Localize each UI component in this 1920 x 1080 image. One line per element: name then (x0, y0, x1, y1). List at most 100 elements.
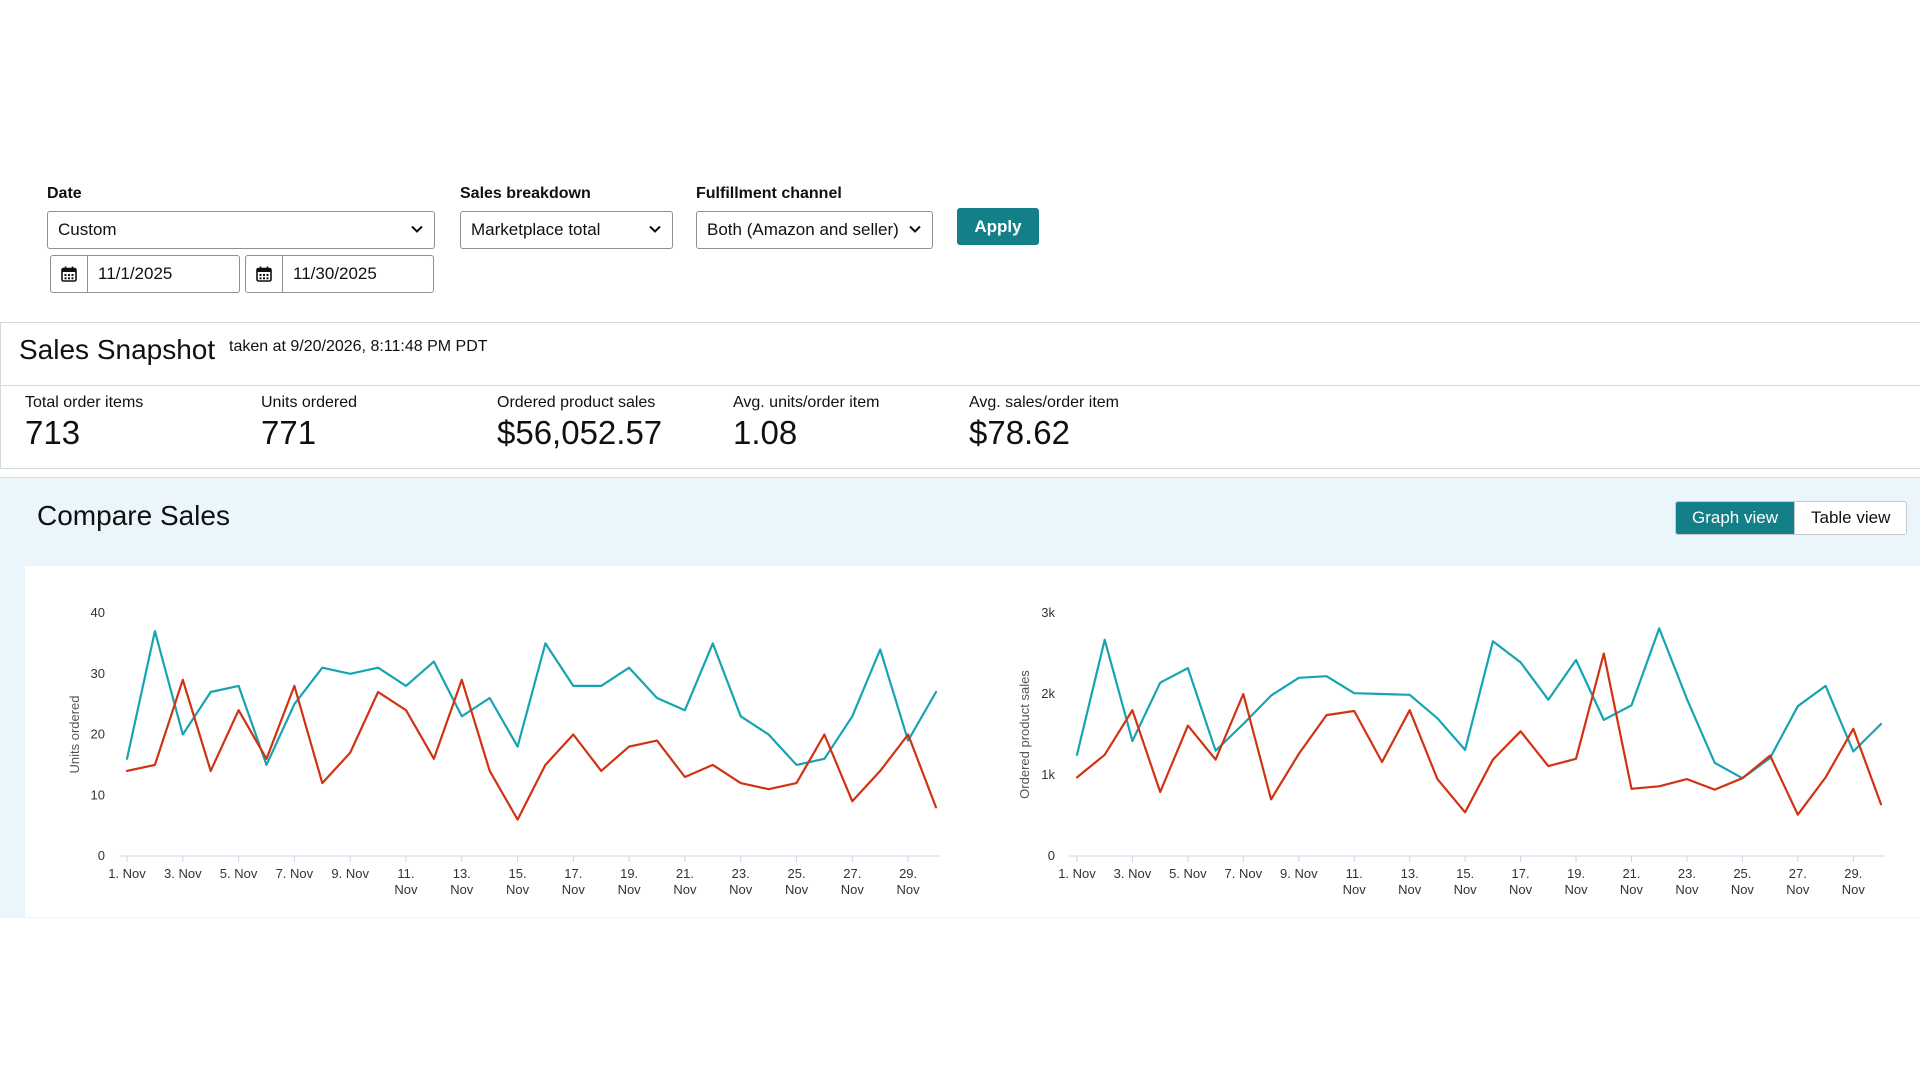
x-tick-label-line: Nov (1564, 882, 1588, 897)
y-axis-label: Units ordered (67, 695, 82, 773)
x-tick-label: 21. Nov (1620, 866, 1644, 897)
end-date-value: 11/30/2025 (293, 264, 377, 283)
x-tick-label-line: 23. (732, 866, 750, 881)
y-tick-label: 3k (1041, 605, 1055, 620)
x-tick-label-line: Nov (729, 882, 753, 897)
x-tick-label: 23. Nov (1675, 866, 1699, 897)
x-tick-label-line: Nov (785, 882, 809, 897)
x-tick-label-line: 1. Nov (108, 866, 146, 881)
x-tick-label-line: 15. (1456, 866, 1474, 881)
x-tick-label-line: 21. (676, 866, 694, 881)
x-tick-label: 13. Nov (1398, 866, 1422, 897)
metric-value-avg-sales-per-order-item: $78.62 (969, 414, 1070, 451)
x-tick-label-line: 7. Nov (276, 866, 314, 881)
x-tick-label-line: 29. (899, 866, 917, 881)
x-tick-label: 27. Nov (841, 866, 865, 897)
x-tick-label: 13. Nov (450, 866, 474, 897)
x-tick-label-line: Nov (1620, 882, 1644, 897)
x-tick-label-line: 11. (1346, 866, 1363, 881)
charts-container: Units ordered 0 10 20 30 40 1. Nov 3. Nov 5. Nov… (25, 566, 1920, 917)
start-date-value: 11/1/2025 (98, 264, 173, 283)
fulfillment-channel-select[interactable]: Both (Amazon and seller) (696, 211, 933, 249)
x-tick-label-line: 9. Nov (331, 866, 369, 881)
graph-view-button[interactable]: Graph view (1676, 502, 1794, 534)
metric-value-ordered-product-sales: $56,052.57 (497, 414, 663, 451)
x-tick-label-line: 3. Nov (1114, 866, 1152, 881)
x-tick-label: 7. Nov (276, 866, 314, 881)
x-tick-label: 15. Nov (506, 866, 530, 897)
metric-label-total-order-items: Total order items (25, 394, 144, 411)
y-tick-label: 2k (1041, 686, 1055, 701)
apply-button[interactable]: Apply (957, 208, 1039, 245)
fulfillment-channel-value: Both (Amazon and seller) (707, 220, 899, 239)
x-tick-label-line: Nov (394, 882, 418, 897)
y-tick-label: 20 (91, 727, 105, 742)
x-tick-label: 19. Nov (1564, 866, 1588, 897)
y-axis-label: Ordered product sales (1017, 670, 1032, 799)
metric-value-total-order-items: 713 (25, 414, 81, 451)
date-range-value: Custom (58, 220, 117, 239)
chevron-down-icon (649, 225, 661, 233)
x-tick-label: 17. Nov (1509, 866, 1533, 897)
x-tick-label: 9. Nov (1280, 866, 1318, 881)
x-tick-label-line: 19. (620, 866, 638, 881)
x-tick-label-line: Nov (1675, 882, 1699, 897)
series-line-1 (1075, 652, 1883, 816)
x-tick-label-line: 27. (843, 866, 861, 881)
table-view-button[interactable]: Table view (1793, 502, 1907, 534)
y-tick-label: 30 (91, 666, 105, 681)
x-tick-label-line: Nov (1509, 882, 1533, 897)
x-tick-label-line: 11. (397, 866, 414, 881)
sales-breakdown-select[interactable]: Marketplace total (460, 211, 673, 249)
y-tick-label: 0 (98, 848, 105, 863)
snapshot-divider (0, 385, 1920, 386)
snapshot-timestamp: taken at 9/20/2026, 8:11:48 PM PDT (229, 338, 488, 355)
x-tick-label-line: 7. Nov (1225, 866, 1263, 881)
date-range-select[interactable]: Custom (47, 211, 435, 249)
x-tick-label-line: Nov (618, 882, 642, 897)
sales-snapshot-title: Sales Snapshot (19, 334, 216, 365)
view-toggle: Graph view Table view (1675, 501, 1908, 535)
x-tick-label-line: 25. (1733, 866, 1751, 881)
x-tick-label: 17. Nov (562, 866, 586, 897)
series-line-0 (125, 630, 938, 766)
metric-label-ordered-product-sales: Ordered product sales (497, 394, 656, 411)
metric-label-units-ordered: Units ordered (261, 394, 358, 411)
calendar-icon[interactable] (246, 256, 283, 292)
sales-breakdown-value: Marketplace total (471, 220, 601, 239)
end-date-field[interactable]: 11/30/2025 (245, 255, 434, 293)
x-tick-label: 3. Nov (164, 866, 202, 881)
sales-snapshot-panel (0, 322, 1920, 469)
x-tick-label: 25. Nov (785, 866, 809, 897)
metric-value-avg-units-per-order-item: 1.08 (733, 414, 798, 451)
compare-sales-title: Compare Sales (37, 500, 230, 531)
x-tick-label-line: 13. (1401, 866, 1419, 881)
x-tick-label-line: 9. Nov (1280, 866, 1318, 881)
x-tick-label-line: 17. (564, 866, 582, 881)
x-tick-label: 1. Nov (108, 866, 146, 881)
x-tick-label-line: 13. (453, 866, 471, 881)
x-tick-label: 7. Nov (1225, 866, 1263, 881)
x-tick-label-line: 25. (787, 866, 805, 881)
x-tick-label-line: Nov (1454, 882, 1478, 897)
x-tick-label: 23. Nov (729, 866, 753, 897)
start-date-field[interactable]: 11/1/2025 (50, 255, 240, 293)
x-tick-label-line: Nov (1731, 882, 1755, 897)
x-tick-label: 29. Nov (1842, 866, 1866, 897)
x-tick-label-line: Nov (450, 882, 474, 897)
x-tick-label-line: Nov (673, 882, 697, 897)
x-tick-label: 11. Nov (394, 866, 418, 897)
x-tick-label-line: Nov (562, 882, 586, 897)
x-tick-label: 19. Nov (618, 866, 642, 897)
x-tick-label-line: Nov (1786, 882, 1810, 897)
y-tick-label: 0 (1048, 848, 1055, 863)
x-tick-label: 3. Nov (1114, 866, 1152, 881)
units-ordered-chart: Units ordered 0 10 20 30 40 1. Nov 3. Nov 5. Nov… (67, 605, 940, 897)
x-tick-label-line: Nov (1842, 882, 1866, 897)
series-line-0 (1075, 627, 1883, 780)
x-tick-label: 5. Nov (220, 866, 258, 881)
calendar-icon[interactable] (51, 256, 88, 292)
x-tick-label-line: Nov (841, 882, 865, 897)
y-tick-label: 1k (1041, 767, 1055, 782)
x-tick-label-line: 23. (1678, 866, 1696, 881)
